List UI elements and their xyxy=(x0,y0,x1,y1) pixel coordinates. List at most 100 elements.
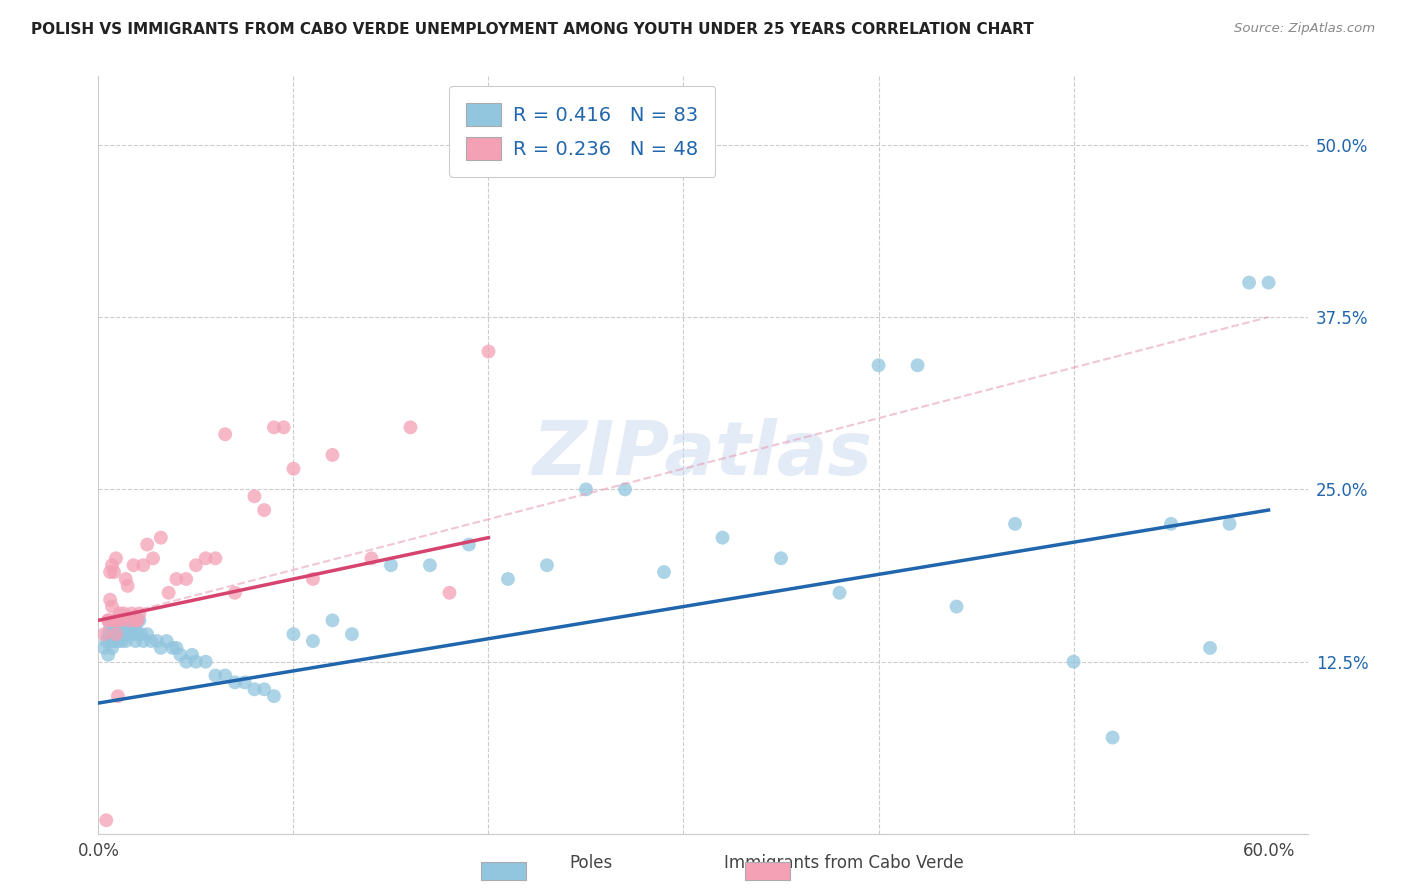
Point xyxy=(121,607,143,621)
Point xyxy=(111,613,134,627)
Point xyxy=(114,620,136,634)
Point xyxy=(828,586,851,600)
Point xyxy=(97,648,120,662)
Point xyxy=(146,634,169,648)
Point xyxy=(112,607,135,621)
Point xyxy=(111,620,134,634)
Point xyxy=(108,627,131,641)
Point xyxy=(496,572,519,586)
Point xyxy=(194,655,217,669)
Text: Source: ZipAtlas.com: Source: ZipAtlas.com xyxy=(1234,22,1375,36)
Point xyxy=(122,558,145,573)
Point xyxy=(1199,640,1222,655)
Text: ZIPatlas: ZIPatlas xyxy=(533,418,873,491)
Point xyxy=(157,586,180,600)
Point xyxy=(214,668,236,682)
Point xyxy=(97,613,120,627)
Point xyxy=(98,592,121,607)
Point xyxy=(340,627,363,641)
Point xyxy=(439,586,461,600)
Point xyxy=(224,586,246,600)
Point xyxy=(98,620,121,634)
Point xyxy=(107,620,129,634)
Point xyxy=(243,489,266,503)
Point xyxy=(253,682,276,697)
Point xyxy=(283,461,305,475)
Point xyxy=(321,448,343,462)
Point xyxy=(1160,516,1182,531)
Point xyxy=(108,613,131,627)
Point xyxy=(127,613,149,627)
Point xyxy=(107,613,129,627)
Point xyxy=(253,503,276,517)
Point xyxy=(1063,655,1085,669)
Point xyxy=(128,613,150,627)
Point xyxy=(181,648,204,662)
Point xyxy=(477,344,499,359)
Point xyxy=(122,627,145,641)
Point xyxy=(93,627,115,641)
Point xyxy=(97,627,120,641)
Y-axis label: Unemployment Among Youth under 25 years: Unemployment Among Youth under 25 years xyxy=(0,268,8,642)
Point xyxy=(118,613,141,627)
Point xyxy=(121,613,143,627)
Point xyxy=(107,627,129,641)
Point xyxy=(127,627,149,641)
Point xyxy=(945,599,967,614)
Point xyxy=(652,565,675,579)
Point xyxy=(103,565,125,579)
Point xyxy=(101,640,124,655)
Text: Immigrants from Cabo Verde: Immigrants from Cabo Verde xyxy=(724,855,963,872)
Point xyxy=(1237,276,1260,290)
Point xyxy=(104,627,127,641)
Point xyxy=(111,634,134,648)
Point xyxy=(149,531,172,545)
Point xyxy=(302,572,325,586)
Point xyxy=(536,558,558,573)
Point xyxy=(575,483,598,497)
Point xyxy=(214,427,236,442)
Point xyxy=(112,627,135,641)
Point xyxy=(614,483,637,497)
Point xyxy=(380,558,402,573)
Point xyxy=(122,613,145,627)
Point xyxy=(263,689,285,703)
Point xyxy=(283,627,305,641)
Point xyxy=(96,814,118,828)
Text: Poles: Poles xyxy=(569,855,612,872)
Point xyxy=(104,634,127,648)
Point xyxy=(114,572,136,586)
Point xyxy=(107,634,129,648)
Point xyxy=(1004,516,1026,531)
Point xyxy=(118,627,141,641)
Point xyxy=(98,634,121,648)
Point xyxy=(907,359,929,373)
Point xyxy=(1101,731,1123,745)
Point xyxy=(97,613,120,627)
Point xyxy=(117,613,139,627)
Point xyxy=(101,627,124,641)
Point xyxy=(117,627,139,641)
Point xyxy=(243,682,266,697)
Point xyxy=(136,537,159,551)
Point xyxy=(103,634,125,648)
Point xyxy=(399,420,422,434)
Point xyxy=(117,579,139,593)
Point xyxy=(224,675,246,690)
Point xyxy=(174,572,197,586)
Point xyxy=(321,613,343,627)
Point xyxy=(121,620,143,634)
Point xyxy=(101,599,124,614)
Point xyxy=(194,551,217,566)
Point xyxy=(868,359,890,373)
Point xyxy=(114,634,136,648)
Point xyxy=(101,558,124,573)
Point xyxy=(769,551,792,566)
Point xyxy=(273,420,295,434)
Point xyxy=(1257,276,1279,290)
Point xyxy=(139,634,162,648)
Point xyxy=(131,627,153,641)
Point xyxy=(419,558,441,573)
Point xyxy=(96,634,118,648)
Point xyxy=(360,551,382,566)
